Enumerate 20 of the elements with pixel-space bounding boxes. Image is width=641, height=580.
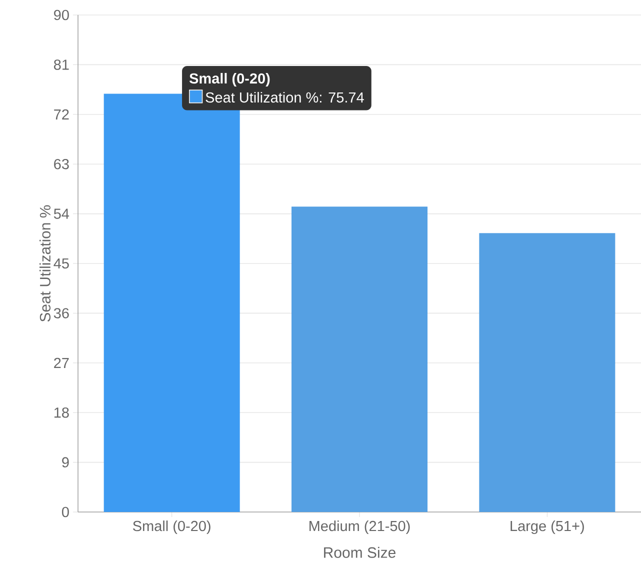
y-tick-label: 45: [54, 258, 69, 269]
y-tick-label: 54: [54, 208, 70, 219]
y-tick-label: 72: [54, 109, 69, 120]
bar: [292, 206, 428, 512]
x-tick-label: Large (51+): [510, 520, 584, 534]
x-tick-label: Small (0-20): [133, 520, 210, 534]
y-tick-label: 0: [62, 506, 69, 518]
y-axis-title: Seat Utilization %: [39, 205, 51, 322]
bar: [479, 233, 616, 512]
y-tick-label: 63: [54, 158, 69, 170]
y-tick-label: 18: [54, 407, 69, 418]
y-tick-label: 9: [62, 457, 69, 468]
x-tick-label: Medium (21-50): [310, 520, 410, 534]
y-tick-label: 81: [54, 60, 69, 70]
annotation: Small (0-20): [189, 72, 270, 86]
annotation: Seat Utilization %: 75.74: [206, 92, 364, 103]
x-axis-title: Room Size: [324, 546, 396, 558]
y-tick-label: 90: [54, 10, 69, 20]
y-tick-label: 36: [54, 308, 69, 318]
y-tick-label: 27: [54, 358, 69, 368]
